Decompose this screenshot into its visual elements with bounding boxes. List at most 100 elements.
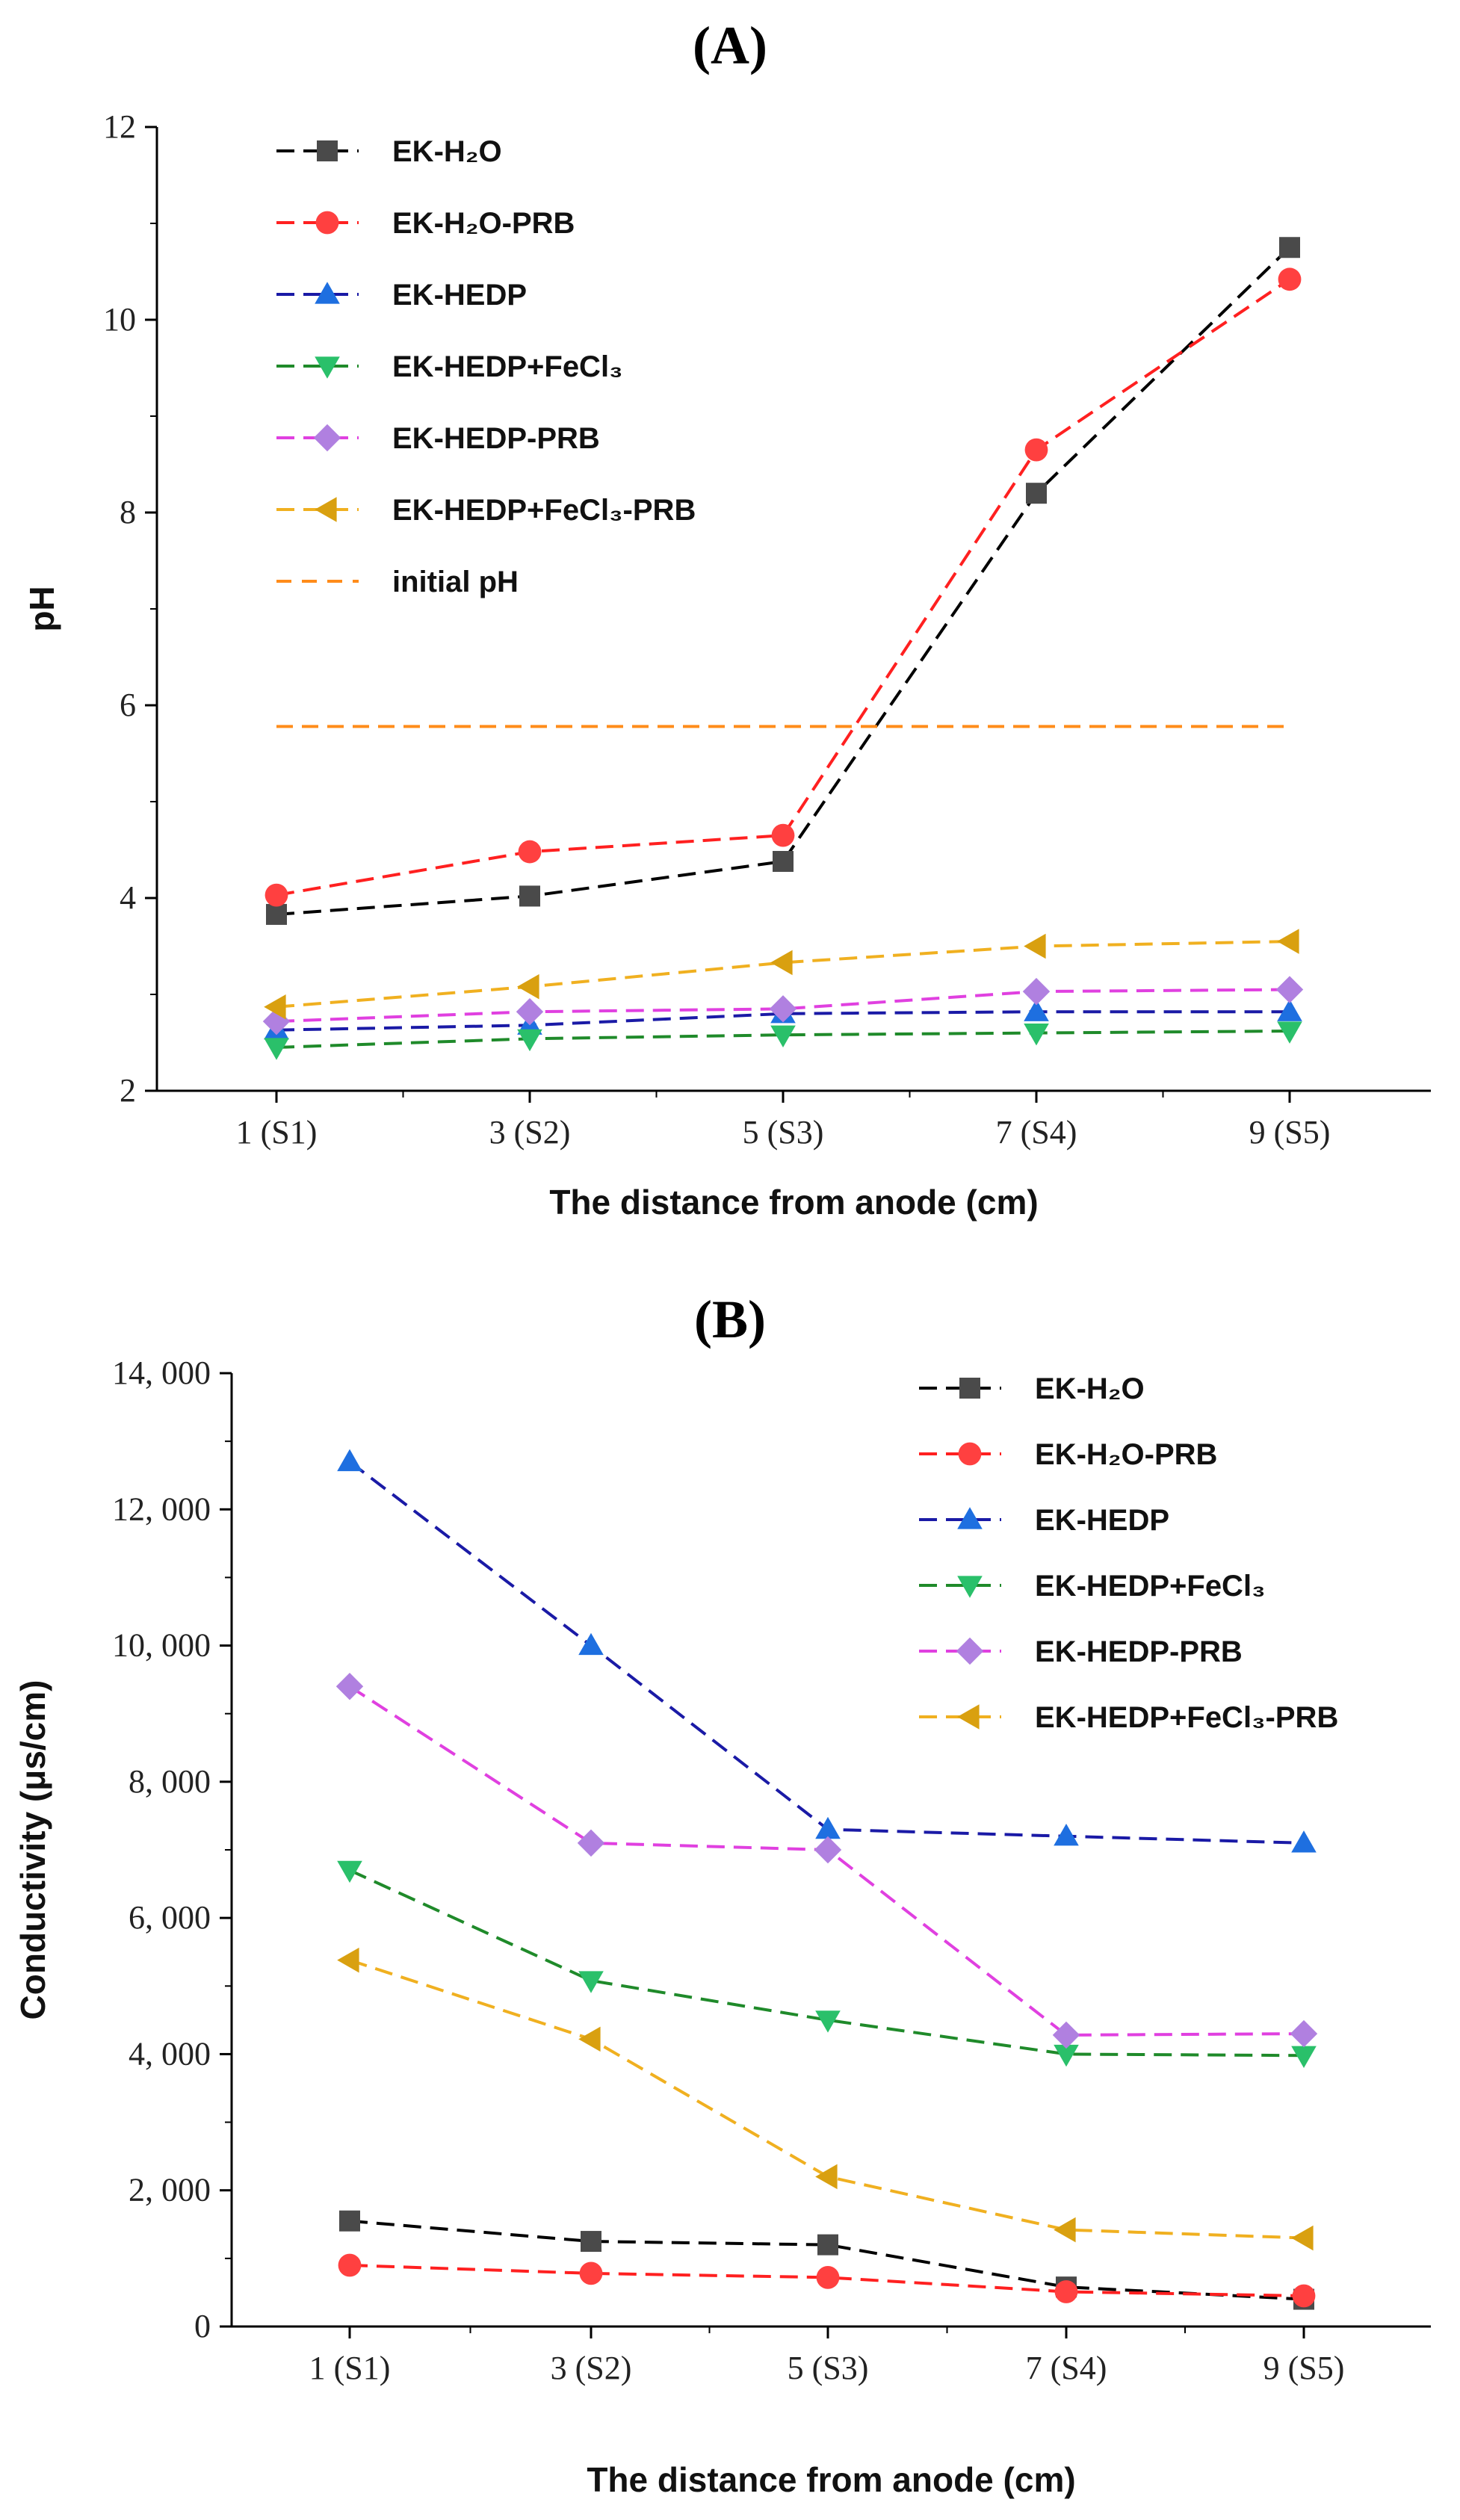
y-tick-label: 10: [103, 301, 136, 338]
data-point: [338, 2253, 362, 2277]
series-line: [276, 1030, 1290, 1049]
data-point: [770, 1025, 796, 1047]
y-axis-title: pH: [22, 586, 61, 631]
legend-item: EK-HEDP-PRB: [919, 1635, 1243, 1668]
data-point: [770, 950, 793, 976]
data-point: [1292, 2284, 1316, 2308]
y-tick-label: 6, 000: [129, 1899, 211, 1936]
panel-a-title: (A): [693, 16, 767, 75]
legend-marker: [958, 1442, 982, 1466]
series-3: [264, 1021, 1302, 1060]
legend-marker: [957, 1704, 980, 1730]
data-point: [518, 840, 542, 864]
data-point: [1024, 933, 1046, 959]
data-point: [339, 2210, 360, 2232]
legend-label: EK-H₂O-PRB: [392, 207, 575, 240]
series-line: [349, 2219, 1305, 2301]
data-point: [266, 903, 287, 925]
ph-chart: 2 4 6 8 10 12 1 (S1) 3 (S2) 5 (S3) 7 (S4) 9 (S5) Th…: [22, 108, 1431, 1222]
x-axis-title: The distance from anode (cm): [549, 1183, 1038, 1222]
x-tick-label: 9 (S5): [1249, 1114, 1331, 1151]
data-point: [1024, 438, 1048, 462]
legend-label: EK-HEDP+FeCl₃-PRB: [392, 494, 696, 527]
y-tick-label: 4: [120, 879, 136, 916]
data-point: [335, 1673, 364, 1700]
legend-item: EK-HEDP: [919, 1504, 1169, 1537]
data-point: [578, 2026, 601, 2052]
legend-item: EK-H₂O-PRB: [276, 207, 575, 240]
legend-item: EK-HEDP-PRB: [276, 422, 600, 455]
legend-item: EK-HEDP+FeCl₃-PRB: [919, 1701, 1338, 1734]
data-point: [1024, 1024, 1049, 1046]
legend-marker: [957, 1507, 983, 1529]
legend-label: initial pH: [392, 566, 519, 598]
legend-item: EK-HEDP+FeCl₃: [919, 1570, 1266, 1603]
data-point: [1054, 2217, 1076, 2243]
data-point: [815, 2010, 841, 2033]
data-point: [1054, 2044, 1079, 2067]
legend-label: EK-HEDP: [392, 279, 527, 312]
legend-label: EK-H₂O: [392, 135, 502, 168]
data-point: [814, 1836, 842, 1864]
data-point: [578, 1971, 604, 1993]
series-line: [276, 246, 1291, 916]
y-tick-label: 14, 000: [112, 1355, 211, 1391]
data-point: [264, 994, 286, 1020]
x-tick-label: 5 (S3): [743, 1114, 824, 1151]
data-point: [1290, 2019, 1318, 2048]
series-line: [276, 940, 1290, 1009]
data-point: [337, 1449, 362, 1472]
x-tick-label: 3 (S2): [489, 1114, 571, 1151]
data-point: [815, 1816, 841, 1839]
series-line: [276, 988, 1290, 1024]
legend-item: EK-H₂O: [919, 1372, 1145, 1405]
legend-marker: [956, 1637, 984, 1665]
y-tick-label: 12, 000: [112, 1490, 211, 1527]
series-line: [276, 278, 1291, 897]
data-point: [1052, 2021, 1080, 2049]
data-point: [1022, 977, 1051, 1006]
legend-marker: [315, 211, 339, 235]
panel-b-title: (B): [694, 1290, 766, 1349]
data-point: [264, 1038, 289, 1060]
data-point: [265, 883, 288, 907]
legend-label: EK-H₂O-PRB: [1035, 1438, 1217, 1471]
data-point: [1026, 483, 1047, 504]
series-line: [349, 1869, 1305, 2058]
data-point: [1275, 976, 1304, 1003]
legend-label: EK-HEDP+FeCl₃: [392, 350, 623, 383]
legend-marker: [315, 497, 337, 522]
legend-label: EK-HEDP: [1035, 1504, 1169, 1537]
y-tick-label: 8: [120, 494, 136, 530]
data-point: [517, 973, 539, 1000]
legend-marker: [317, 140, 338, 161]
legend-item: initial pH: [276, 566, 519, 598]
legend-label: EK-HEDP-PRB: [392, 422, 600, 455]
legend-item: EK-H₂O-PRB: [919, 1438, 1217, 1471]
series-3: [337, 1860, 1317, 2069]
legend-item: EK-HEDP: [276, 279, 527, 312]
data-point: [1054, 1823, 1079, 1846]
data-point: [516, 998, 544, 1026]
legend-marker: [315, 282, 340, 304]
legend-marker: [959, 1378, 980, 1399]
legend-marker: [313, 424, 341, 452]
data-point: [1278, 267, 1302, 291]
data-point: [1024, 999, 1049, 1021]
y-tick-label: 0: [194, 2308, 211, 2344]
y-tick-label: 6: [120, 687, 136, 723]
y-axis-title: Conductivity (μs/cm): [13, 1680, 52, 2020]
y-tick-label: 2, 000: [129, 2172, 211, 2208]
y-tick-label: 8, 000: [129, 1763, 211, 1800]
data-point: [769, 995, 797, 1023]
data-point: [337, 1947, 359, 1973]
series-1: [265, 267, 1302, 907]
x-tick-label: 9 (S5): [1263, 2350, 1345, 2386]
data-point: [519, 885, 540, 907]
data-point: [581, 2231, 601, 2253]
data-point: [1277, 1021, 1302, 1044]
data-point: [815, 2164, 838, 2190]
x-tick-label: 7 (S4): [1026, 2350, 1107, 2386]
data-point: [517, 1029, 542, 1052]
